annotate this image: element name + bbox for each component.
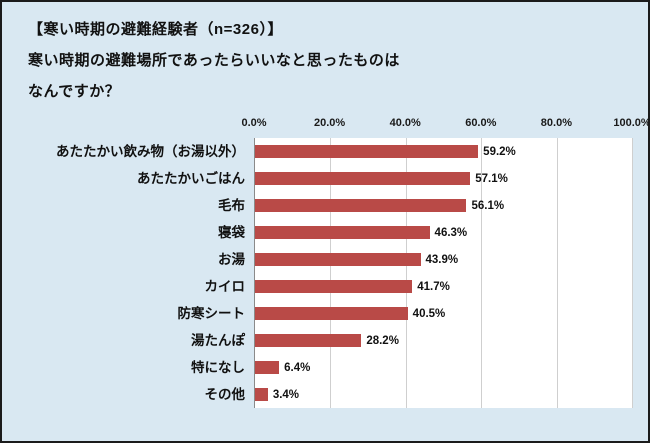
chart-row: 40.5% — [255, 300, 632, 327]
value-label: 6.4% — [284, 361, 311, 374]
bar — [255, 145, 479, 158]
chart-row: 57.1% — [255, 165, 632, 192]
chart-row: 46.3% — [255, 219, 632, 246]
value-label: 59.2% — [483, 145, 516, 158]
category-labels: あたたかい飲み物（お湯以外） あたたかいごはん毛布寝袋お湯カイロ防寒シート湯たんぽ… — [2, 138, 254, 408]
category-label: 防寒シート — [177, 306, 246, 321]
chart-title-line-2: 寒い時期の避難場所であったらいいなと思ったものは — [28, 52, 400, 69]
gridline — [481, 138, 483, 408]
gridline — [556, 138, 558, 408]
chart-body: あたたかい飲み物（お湯以外） あたたかいごはん毛布寝袋お湯カイロ防寒シート湯たんぽ… — [2, 138, 633, 408]
bar — [255, 172, 471, 185]
chart-title-line-3: なんですか？ — [28, 83, 121, 100]
gridline — [330, 138, 332, 408]
category-label: あたたかいごはん — [137, 171, 245, 186]
bar — [255, 199, 467, 212]
value-label: 46.3% — [434, 226, 468, 239]
category-label: 特になし — [191, 360, 245, 375]
value-label: 43.9% — [425, 253, 459, 266]
chart-row: 56.1% — [255, 192, 632, 219]
value-label: 40.5% — [412, 307, 446, 320]
value-label: 56.1% — [471, 199, 505, 212]
value-label: 57.1% — [475, 172, 508, 185]
category-label: 寝袋 — [218, 225, 245, 240]
bar — [255, 388, 268, 401]
x-tick-label: 40.0% — [389, 117, 421, 129]
category-label: カイロ — [204, 279, 246, 294]
bar-chart: 0.0% 20.0% 40.0% 60.0% 80.0% 100.0% あたたかい飲み物（… — [2, 117, 648, 408]
bar — [255, 334, 362, 347]
chart-title: 【寒い時期の避難経験者（n=326）】 寒い時期の避難場所であったらいいなと思っ… — [2, 2, 648, 107]
category-label: 湯たんぽ — [191, 333, 245, 348]
x-tick-label: 0.0% — [241, 117, 267, 129]
gridline — [632, 138, 633, 408]
bar — [255, 226, 430, 239]
category-label: あたたかい飲み物（お湯以外） — [56, 144, 245, 159]
category-label: 毛布 — [218, 198, 245, 213]
value-label: 28.2% — [366, 334, 399, 347]
chart-row: 41.7% — [255, 273, 632, 300]
gridline — [405, 138, 407, 408]
value-label: 41.7% — [417, 280, 450, 293]
bar — [255, 361, 280, 374]
category-label: お湯 — [218, 252, 245, 267]
plot-area: 59.2% 57.1% 56.1% 46.3% 43.9% 41.7% 40.5% 28.2%… — [254, 138, 633, 408]
chart-row: 3.4% — [255, 381, 632, 408]
bar — [255, 280, 413, 293]
bar — [255, 253, 421, 266]
x-tick-label: 60.0% — [465, 117, 497, 129]
x-tick-label: 100.0% — [613, 117, 650, 129]
value-label: 3.4% — [272, 388, 300, 401]
chart-row: 43.9% — [255, 246, 632, 273]
chart-row: 59.2% — [255, 138, 632, 165]
category-label: その他 — [204, 387, 246, 402]
x-axis-ticks: 0.0% 20.0% 40.0% 60.0% 80.0% 100.0% — [241, 117, 648, 135]
chart-title-line-1: 【寒い時期の避難経験者（n=326）】 — [28, 21, 283, 38]
x-tick-label: 80.0% — [540, 117, 572, 129]
chart-row: 28.2% — [255, 327, 632, 354]
chart-row: 6.4% — [255, 354, 632, 381]
bar — [255, 307, 408, 320]
x-tick-label: 20.0% — [313, 117, 346, 129]
